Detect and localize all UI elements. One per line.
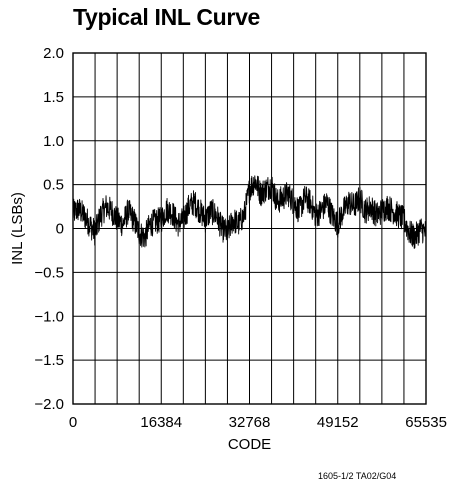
y-tick-label: −0.5 <box>34 264 64 281</box>
y-tick-label: −1.5 <box>34 352 64 369</box>
x-tick-label: 65535 <box>405 414 447 431</box>
inl-series-line <box>72 175 427 249</box>
x-tick-label: 32768 <box>229 414 271 431</box>
series-layer <box>72 175 427 249</box>
figure-code: 1605-1/2 TA02/G04 <box>318 471 397 481</box>
y-tick-label: 1.5 <box>43 89 64 106</box>
x-tick-label: 49152 <box>317 414 359 431</box>
y-tick-label: −1.0 <box>34 308 64 325</box>
grid-lines <box>73 53 426 404</box>
y-tick-label: −2.0 <box>34 396 64 413</box>
x-axis-label: CODE <box>228 436 271 453</box>
chart-title: Typical INL Curve <box>73 4 261 30</box>
y-tick-labels: 2.0 1.5 1.0 0.5 0 −0.5 −1.0 −1.5 −2.0 <box>34 45 64 413</box>
x-tick-label: 0 <box>69 414 77 431</box>
x-tick-label: 16384 <box>140 414 182 431</box>
y-tick-label: 1.0 <box>43 133 64 150</box>
y-tick-label: 2.0 <box>43 45 64 62</box>
x-tick-labels: 0 16384 32768 49152 65535 <box>69 414 447 431</box>
y-tick-label: 0 <box>56 221 64 238</box>
plot-frame <box>72 52 427 405</box>
y-axis-label: INL (LSBs) <box>9 192 26 265</box>
y-tick-label: 0.5 <box>43 177 64 194</box>
